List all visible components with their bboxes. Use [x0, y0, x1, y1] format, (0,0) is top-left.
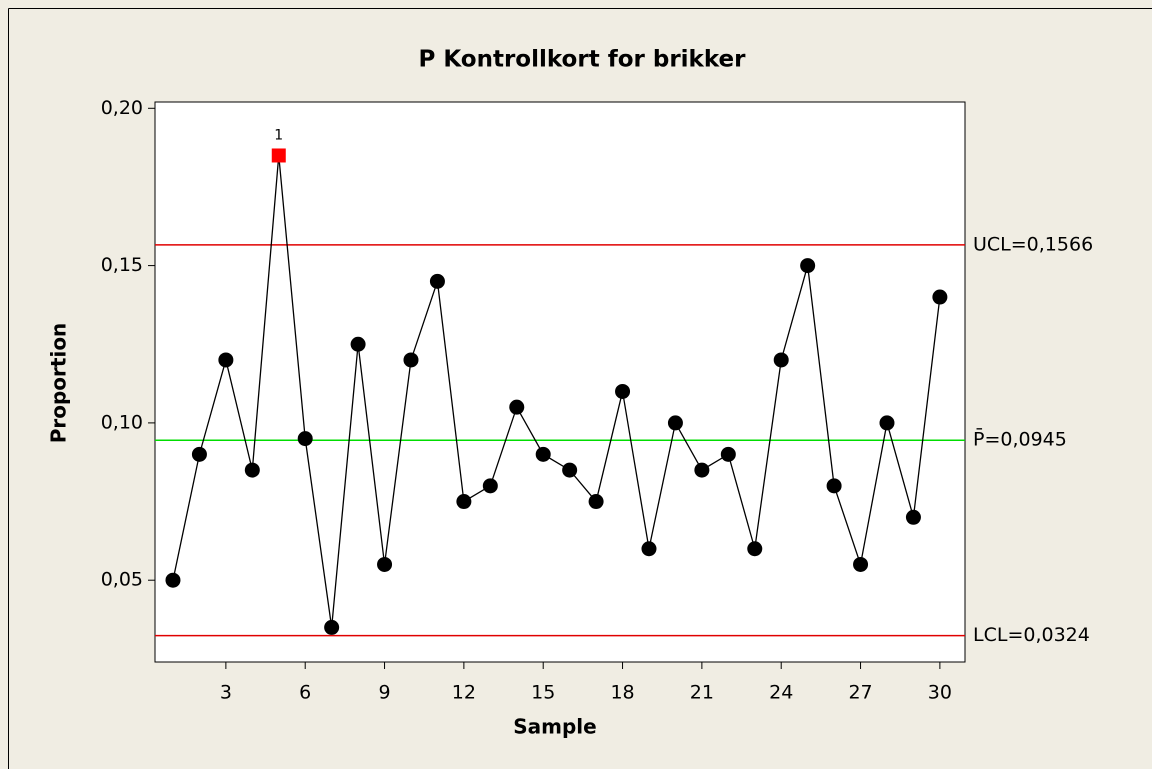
- data-point: [879, 415, 895, 431]
- data-point: [747, 541, 763, 557]
- flagged-point: [271, 148, 286, 163]
- data-point: [324, 619, 340, 635]
- data-point: [720, 446, 736, 462]
- data-point: [932, 289, 948, 305]
- data-point: [509, 399, 525, 415]
- x-tick-label: 18: [610, 682, 634, 704]
- y-tick-label: 0,05: [101, 569, 143, 591]
- data-point: [429, 273, 445, 289]
- data-point: [773, 352, 789, 368]
- x-axis-label: Sample: [513, 715, 596, 739]
- data-point: [853, 556, 869, 572]
- control-line-label: LCL=0,0324: [973, 624, 1090, 646]
- data-point: [297, 431, 313, 447]
- x-tick-label: 24: [769, 682, 793, 704]
- x-tick-label: 9: [378, 682, 390, 704]
- data-point: [667, 415, 683, 431]
- chart-title: P Kontrollkort for brikker: [419, 47, 747, 73]
- data-point: [456, 494, 472, 510]
- data-point: [377, 556, 393, 572]
- data-point: [535, 446, 551, 462]
- data-point: [562, 462, 578, 478]
- y-tick-label: 0,20: [101, 97, 143, 119]
- y-tick-label: 0,15: [101, 254, 143, 276]
- plot-area: [154, 101, 966, 663]
- y-tick-label: 0,10: [101, 411, 143, 433]
- data-point: [615, 383, 631, 399]
- x-tick-label: 30: [928, 682, 952, 704]
- data-point: [588, 494, 604, 510]
- series-line: [172, 155, 941, 628]
- data-point: [244, 462, 260, 478]
- data-point: [350, 336, 366, 352]
- x-tick-label: 3: [220, 682, 232, 704]
- data-point: [800, 258, 816, 274]
- data-point: [482, 478, 498, 494]
- control-line-label: UCL=0,1566: [973, 233, 1093, 255]
- x-tick-label: 21: [690, 682, 714, 704]
- data-point: [218, 352, 234, 368]
- data-point: [403, 352, 419, 368]
- x-tick-label: 12: [452, 682, 476, 704]
- control-line-label: P̄=0,0945: [973, 426, 1067, 450]
- x-tick-label: 27: [848, 682, 872, 704]
- data-point: [905, 509, 921, 525]
- x-tick-label: 15: [531, 682, 555, 704]
- y-axis-label: Proportion: [47, 323, 71, 444]
- annotation: 1: [274, 127, 283, 143]
- data-point: [191, 446, 207, 462]
- data-point: [826, 478, 842, 494]
- data-point: [641, 541, 657, 557]
- data-point: [694, 462, 710, 478]
- x-tick-label: 6: [299, 682, 311, 704]
- data-point: [165, 572, 181, 588]
